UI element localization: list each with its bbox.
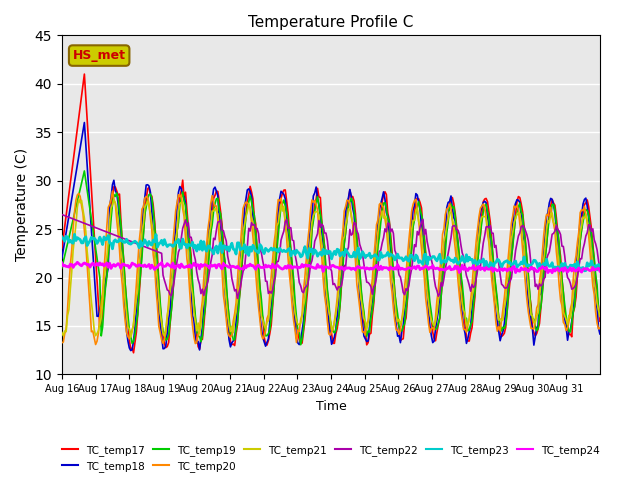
TC_temp21 xyxy=(524,284,532,289)
TC_temp18 xyxy=(524,299,532,305)
TC_temp21 xyxy=(595,307,602,313)
TC_temp18 xyxy=(58,255,66,261)
TC_temp17 xyxy=(595,303,602,309)
Line: TC_temp22: TC_temp22 xyxy=(62,215,600,299)
TC_temp20 xyxy=(95,330,102,336)
TC_temp23 xyxy=(95,238,102,244)
TC_temp19 xyxy=(95,265,102,271)
TC_temp17 xyxy=(337,283,345,289)
TC_temp22 xyxy=(443,258,451,264)
TC_temp23 xyxy=(58,234,66,240)
TC_temp23 xyxy=(70,231,78,237)
TC_temp24 xyxy=(336,266,344,272)
Line: TC_temp23: TC_temp23 xyxy=(62,234,600,271)
TC_temp17 xyxy=(95,300,102,306)
TC_temp17 xyxy=(444,215,452,221)
TC_temp21 xyxy=(596,313,604,319)
TC_temp20 xyxy=(524,309,532,314)
TC_temp24 xyxy=(523,267,531,273)
TC_temp21 xyxy=(337,259,345,264)
TC_temp22 xyxy=(523,232,531,238)
TC_temp22 xyxy=(93,225,101,231)
TC_temp20 xyxy=(92,342,99,348)
Line: TC_temp20: TC_temp20 xyxy=(62,191,600,345)
TC_temp21 xyxy=(77,197,85,203)
TC_temp24 xyxy=(77,263,85,269)
TC_temp20 xyxy=(595,326,602,332)
TC_temp24 xyxy=(595,265,602,271)
TC_temp19 xyxy=(76,186,84,192)
TC_temp19 xyxy=(81,168,88,174)
TC_temp23 xyxy=(595,262,602,267)
TC_temp18 xyxy=(127,348,134,353)
Line: TC_temp19: TC_temp19 xyxy=(62,171,600,345)
TC_temp21 xyxy=(95,328,102,334)
Legend: TC_temp17, TC_temp18, TC_temp19, TC_temp20, TC_temp21, TC_temp22, TC_temp23, TC_: TC_temp17, TC_temp18, TC_temp19, TC_temp… xyxy=(58,441,604,476)
TC_temp17 xyxy=(524,270,532,276)
TC_temp17 xyxy=(81,71,88,77)
TC_temp20 xyxy=(109,188,116,194)
Line: TC_temp17: TC_temp17 xyxy=(62,74,600,353)
TC_temp19 xyxy=(444,219,452,225)
TC_temp24 xyxy=(95,263,102,268)
TC_temp20 xyxy=(76,193,84,199)
TC_temp22 xyxy=(593,247,601,252)
TC_temp17 xyxy=(58,246,66,252)
TC_temp22 xyxy=(596,266,604,272)
TC_temp18 xyxy=(596,331,604,337)
TC_temp23 xyxy=(77,240,85,246)
X-axis label: Time: Time xyxy=(316,400,346,413)
TC_temp18 xyxy=(76,145,84,151)
TC_temp24 xyxy=(596,268,604,274)
TC_temp22 xyxy=(58,212,66,217)
TC_temp23 xyxy=(523,263,531,269)
TC_temp20 xyxy=(596,325,604,331)
TC_temp20 xyxy=(444,205,452,211)
TC_temp19 xyxy=(58,265,66,271)
TC_temp19 xyxy=(297,342,305,348)
Line: TC_temp24: TC_temp24 xyxy=(62,263,600,273)
TC_temp19 xyxy=(596,312,604,318)
TC_temp18 xyxy=(595,325,602,331)
TC_temp22 xyxy=(336,284,344,290)
TC_temp17 xyxy=(130,350,138,356)
TC_temp17 xyxy=(76,104,84,109)
TC_temp18 xyxy=(95,313,102,319)
TC_temp19 xyxy=(524,273,532,278)
Y-axis label: Temperature (C): Temperature (C) xyxy=(15,148,29,262)
TC_temp18 xyxy=(444,200,452,205)
Line: TC_temp21: TC_temp21 xyxy=(62,199,600,337)
TC_temp24 xyxy=(74,260,81,265)
Title: Temperature Profile C: Temperature Profile C xyxy=(248,15,413,30)
TC_temp23 xyxy=(556,268,563,274)
TC_temp23 xyxy=(443,258,451,264)
TC_temp19 xyxy=(337,278,345,284)
TC_temp21 xyxy=(127,334,134,340)
TC_temp19 xyxy=(595,307,602,312)
TC_temp23 xyxy=(596,263,604,269)
TC_temp22 xyxy=(234,296,241,301)
TC_temp21 xyxy=(58,330,66,336)
TC_temp20 xyxy=(58,340,66,346)
TC_temp24 xyxy=(58,260,66,266)
Line: TC_temp18: TC_temp18 xyxy=(62,122,600,350)
TC_temp17 xyxy=(596,318,604,324)
TC_temp23 xyxy=(336,253,344,259)
TC_temp18 xyxy=(81,120,88,125)
TC_temp21 xyxy=(75,196,83,202)
TC_temp22 xyxy=(76,219,84,225)
TC_temp24 xyxy=(548,270,556,276)
TC_temp24 xyxy=(443,265,451,271)
TC_temp21 xyxy=(444,216,452,221)
TC_temp18 xyxy=(337,262,345,268)
Text: HS_met: HS_met xyxy=(73,49,125,62)
TC_temp20 xyxy=(337,240,345,246)
